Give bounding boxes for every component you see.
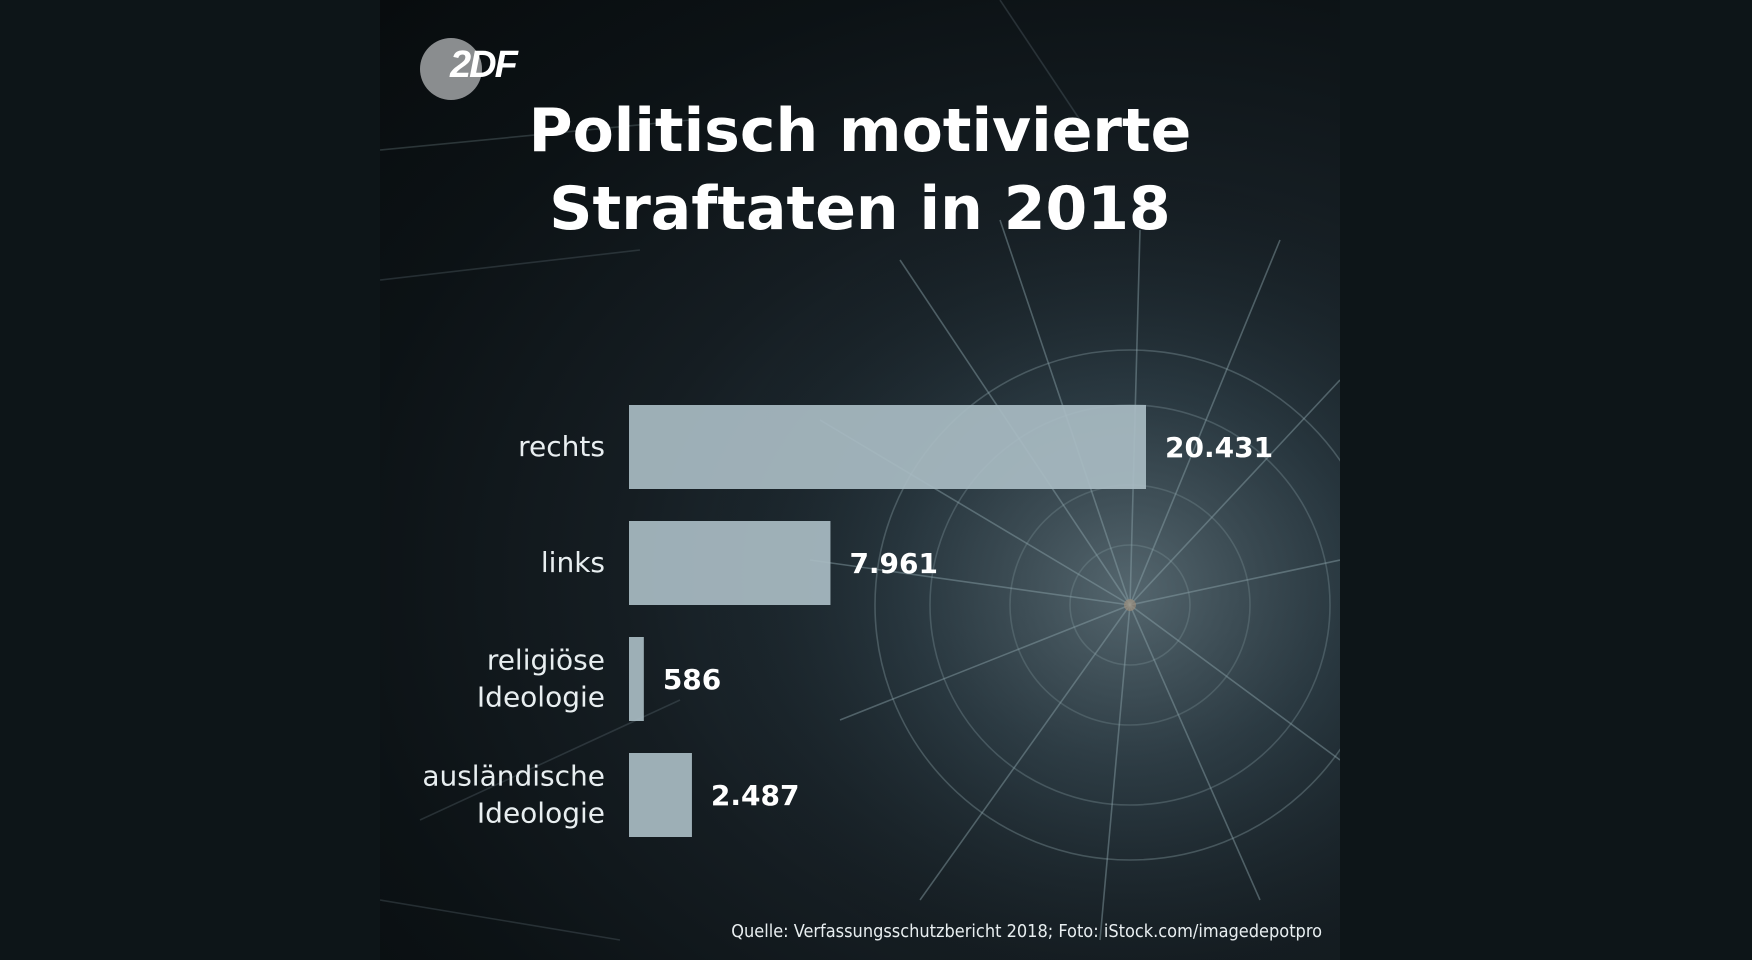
bar-2	[629, 521, 831, 605]
title-line-1: Politisch motivierte	[528, 96, 1192, 166]
value-label-3: 586	[663, 663, 721, 696]
logo-circle	[420, 38, 482, 100]
value-label-4: 2.487	[711, 779, 800, 812]
broken-glass-background	[380, 0, 1340, 960]
bar-3	[629, 637, 644, 721]
category-label-2-line-1: links	[541, 546, 605, 579]
category-label-1-line-1: rechts	[518, 430, 605, 463]
category-label-4-line-2: Ideologie	[477, 797, 605, 830]
value-label-1: 20.431	[1165, 431, 1273, 464]
title-line-2: Straftaten in 2018	[549, 174, 1171, 244]
source-credit: Quelle: Verfassungsschutzbericht 2018; F…	[731, 921, 1322, 942]
zdf-logo: 2DF	[420, 36, 540, 102]
bar-1	[629, 405, 1146, 489]
category-label-3-line-2: Ideologie	[477, 681, 605, 714]
infographic-card: 2DF Politisch motivierte Straftaten in 2…	[380, 0, 1340, 960]
logo-wordmark: 2DF	[450, 44, 518, 86]
chart-title: Politisch motivierte Straftaten in 2018	[380, 92, 1340, 248]
bar-4	[629, 753, 692, 837]
value-label-2: 7.961	[849, 547, 938, 580]
category-label-3-line-1: religiöse	[487, 644, 605, 677]
category-label-4-line-1: ausländische	[422, 760, 605, 793]
bar-chart: 20.431 rechts 7.961 links 586 religiöse Ideolo…	[422, 405, 1273, 837]
